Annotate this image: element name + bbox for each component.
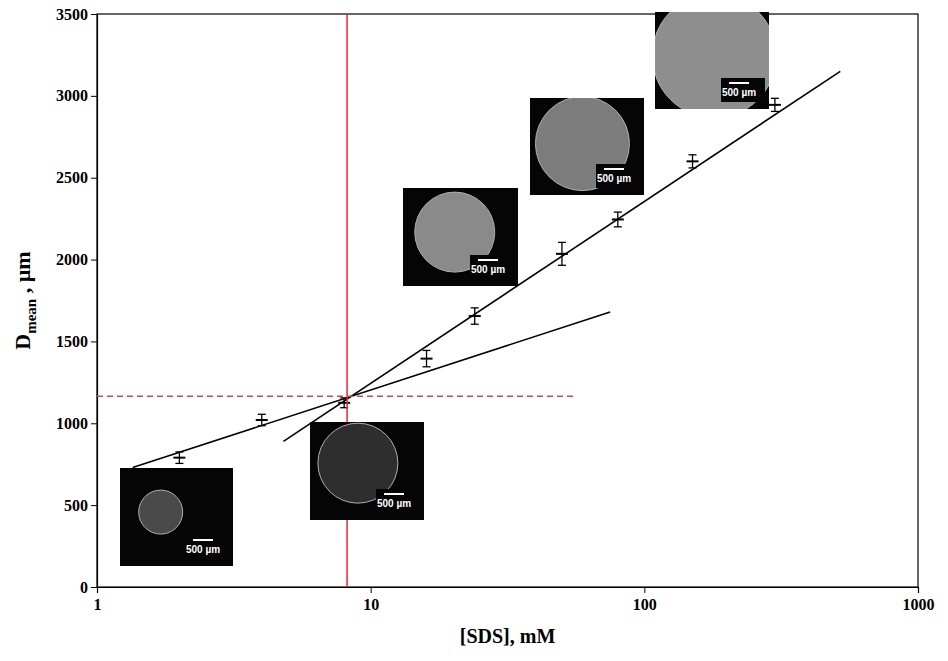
error-bar-cap	[689, 154, 697, 155]
data-marks	[97, 14, 840, 587]
error-bar-cap	[614, 226, 622, 227]
x-tick-label: 10	[363, 596, 379, 613]
x-tick: 100	[633, 587, 657, 613]
x-tick-label: 1000	[903, 596, 935, 613]
x-tick: 1000	[903, 587, 935, 613]
error-bar-cap	[558, 265, 566, 266]
x-tick-mark	[371, 587, 372, 593]
inset-image: 500 µm	[530, 97, 644, 195]
x-tick-mark	[918, 587, 919, 593]
point	[256, 419, 268, 421]
y-tick-label: 1500	[56, 333, 88, 350]
inset-background	[403, 188, 518, 286]
y-axis-title-unit: , µm	[10, 251, 35, 299]
y-axis-line	[91, 15, 98, 588]
y-tick-label: 1000	[56, 415, 88, 432]
inset-droplet	[655, 12, 769, 109]
y-tick-mark	[91, 260, 97, 261]
error-bar-cap	[558, 242, 566, 243]
inset-scale-bar	[604, 168, 624, 170]
error-bar-cap	[258, 414, 266, 415]
inset-scale-bar	[193, 539, 213, 541]
inset-label-patch	[721, 78, 765, 102]
y-axis-title: Dmean , µm	[10, 251, 39, 349]
y-tick-label: 500	[64, 497, 88, 514]
x-axis: 1 10 100 1000	[94, 587, 935, 613]
inset-scale-label: 500 µm	[377, 498, 411, 509]
point	[421, 358, 433, 360]
inset-scale-label: 500 µm	[471, 264, 505, 275]
inset-scale-label: 500 µm	[597, 173, 631, 184]
y-axis: 0 500 1000 1500 2000 2500 3000 3500	[56, 6, 98, 596]
y-tick-label: 3000	[56, 87, 88, 104]
x-tick: 10	[363, 587, 379, 613]
y-tick-label: 2500	[56, 169, 88, 186]
point	[687, 160, 699, 162]
inset-scale-bar	[729, 82, 749, 84]
y-tick-mark	[91, 341, 97, 342]
error-bar-cap	[771, 111, 779, 112]
y-tick-label: 0	[80, 579, 88, 596]
y-tick: 3500	[56, 6, 97, 23]
y-tick-mark	[91, 96, 97, 97]
x-tick-label: 100	[633, 596, 657, 613]
inset-label-patch	[376, 489, 420, 513]
inset-scale-bar	[384, 493, 404, 495]
inset-label-patch	[185, 535, 229, 559]
y-tick-mark	[91, 14, 97, 15]
point	[769, 104, 781, 106]
inset-label-patch	[470, 255, 514, 279]
y-tick-mark	[91, 505, 97, 506]
error-bar-cap	[614, 211, 622, 212]
y-tick-mark	[91, 587, 97, 588]
inset-scale-label: 500 µm	[722, 87, 756, 98]
y-tick: 500	[64, 497, 97, 514]
plot-frame	[97, 14, 918, 587]
y-tick: 2500	[56, 169, 97, 186]
error-bar-cap	[771, 98, 779, 99]
y-tick: 1000	[56, 415, 97, 432]
error-bar-cap	[471, 307, 479, 308]
inset-droplet	[139, 490, 183, 534]
inset-scale-bar	[478, 259, 498, 261]
error-bar-cap	[471, 324, 479, 325]
inset-label-patch	[596, 164, 640, 188]
y-tick: 3000	[56, 87, 97, 104]
inset-image: 500 µm	[652, 0, 776, 118]
dashed-line	[97, 395, 573, 397]
plot: 1 10 100 1000 0 500 1000 1500 2000 2500 3000 3500	[56, 6, 935, 614]
y-tick: 1500	[56, 333, 97, 350]
line	[283, 71, 840, 441]
x-tick: 1	[94, 587, 102, 613]
inset-image: 500 µm	[310, 422, 424, 520]
y-tick-mark	[91, 423, 97, 424]
inset-image: 500 µm	[403, 188, 518, 286]
y-axis-title-main: D	[10, 334, 35, 350]
y-tick-mark	[91, 178, 97, 179]
error-bar-cap	[423, 350, 431, 351]
y-tick-label: 3500	[56, 6, 88, 23]
y-tick: 0	[80, 579, 97, 596]
y-axis-title-subscript: mean	[23, 298, 39, 334]
error-bar-cap	[175, 463, 183, 464]
inset-background	[120, 468, 233, 566]
y-tick-label: 2000	[56, 251, 88, 268]
y-tick: 2000	[56, 251, 97, 268]
inset-scale-label: 500 µm	[186, 544, 220, 555]
x-axis-line	[98, 588, 919, 594]
chart: 1 10 100 1000 0 500 1000 1500 2000 2500 3000 3500 50…	[0, 0, 948, 661]
x-tick-mark	[644, 587, 645, 593]
inset-image: 500 µm	[120, 468, 233, 566]
point	[173, 457, 185, 459]
error-bar-cap	[423, 366, 431, 367]
x-tick-label: 1	[94, 596, 102, 613]
inset-background	[310, 422, 424, 520]
x-axis-title: [SDS], mM	[460, 625, 556, 647]
